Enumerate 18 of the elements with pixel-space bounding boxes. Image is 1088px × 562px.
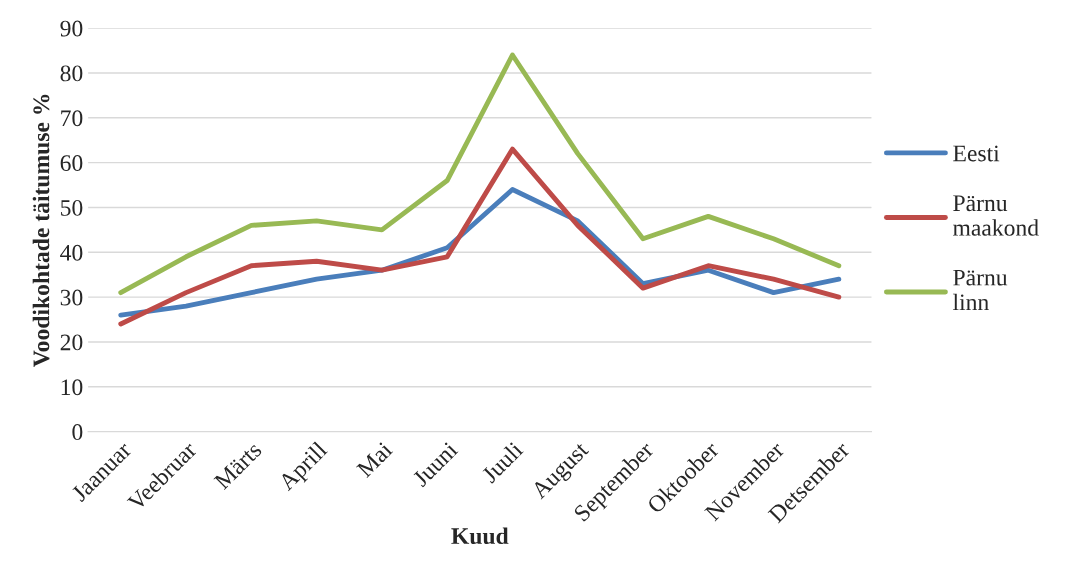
y-tick-label: 40 [60,244,83,261]
y-tick-label: 20 [60,334,83,351]
legend-label: Pärnu maakond [953,195,1039,236]
y-tick-label: 70 [61,110,83,127]
y-tick-label: 30 [60,289,83,306]
y-tick-label: 50 [61,199,83,216]
line-series [118,146,842,327]
y-tick-label: 80 [60,65,83,82]
y-axis-title: Voodikohtade täitumuse % [32,94,50,367]
legend-label: Eesti [953,145,1000,162]
y-tick-label: 10 [61,379,83,396]
y-tick-label: 90 [60,20,83,37]
x-tick-label: Mai [356,440,394,479]
line-series [118,52,842,296]
legend-label: Pärnu linn [952,269,1008,311]
y-tick-label: 0 [72,424,83,441]
y-tick-label: 60 [60,155,83,172]
x-axis-title: Kuud [451,527,509,545]
